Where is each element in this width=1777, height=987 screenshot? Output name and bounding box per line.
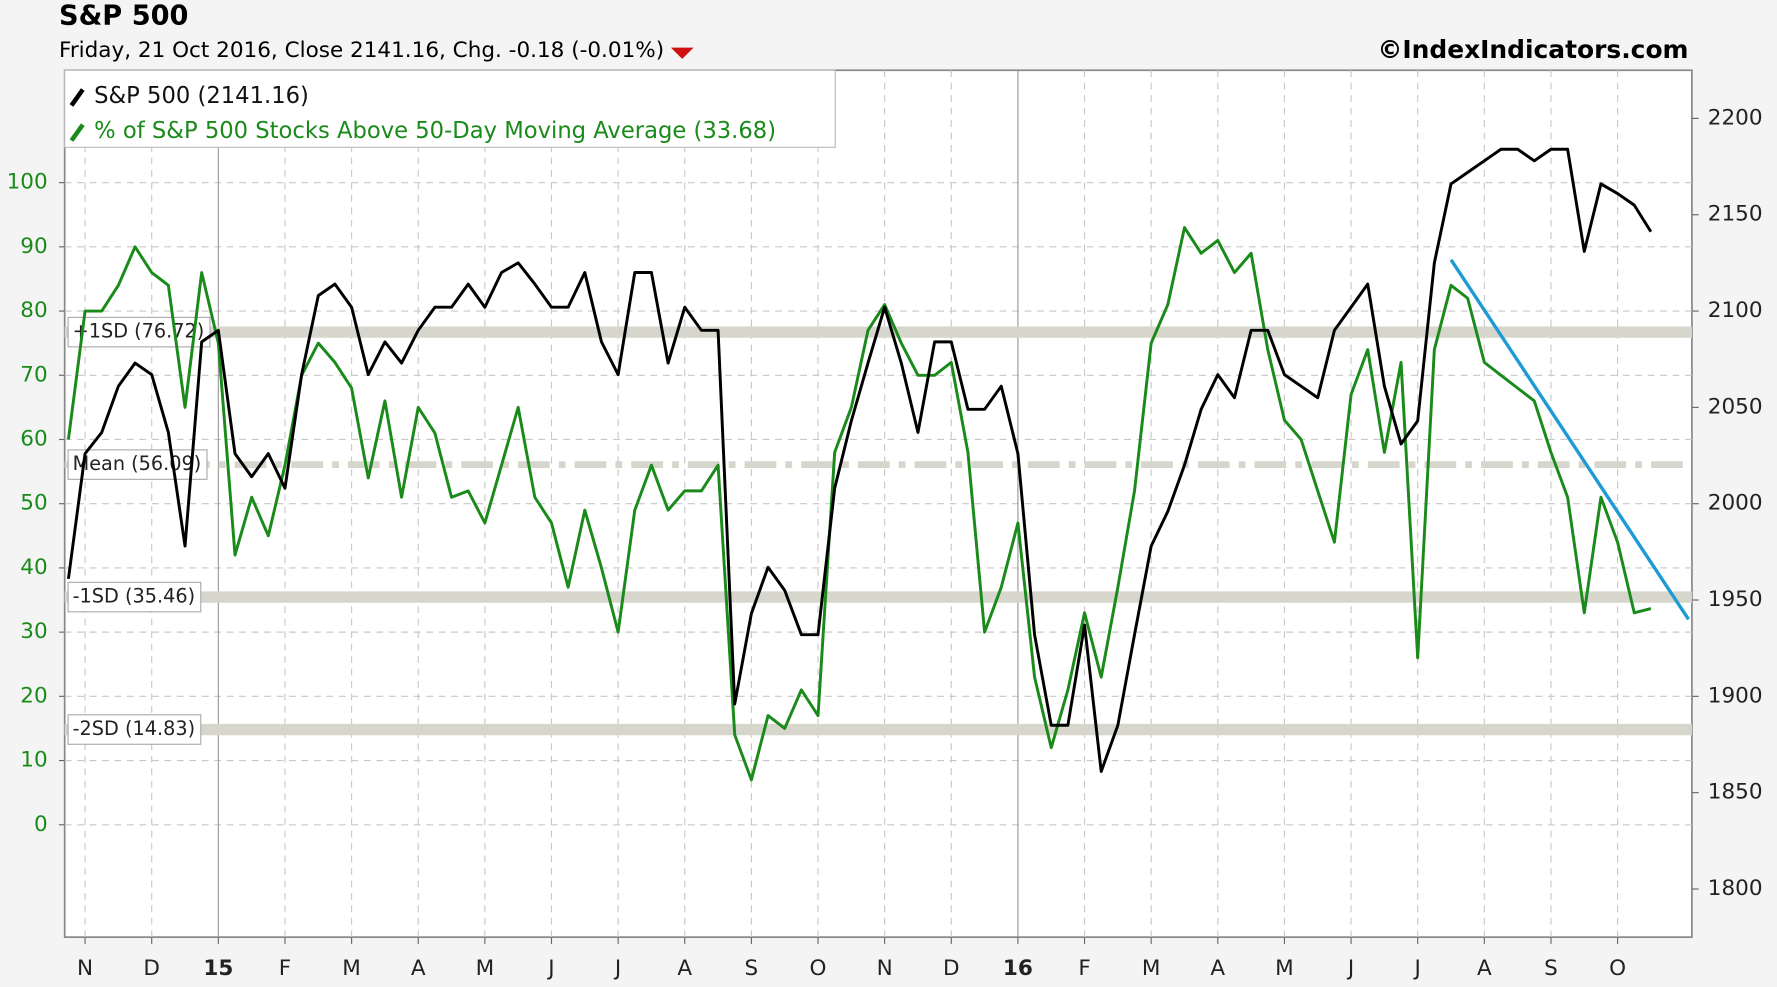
y-tick-label: 60 [20,426,47,451]
y-tick-label: 40 [20,555,47,580]
legend: S&P 500 (2141.16) % of S&P 500 Stocks Abo… [64,69,836,148]
x-tick-label: A [1477,956,1492,981]
chart-subtitle: Friday, 21 Oct 2016, Close 2141.16, Chg.… [59,38,664,63]
band-label-box [67,581,202,613]
x-tick-label: 15 [203,956,233,981]
x-tick-label: F [1078,956,1090,981]
y2-tick-label: 1800 [1708,876,1763,901]
x-tick-label: S [1544,956,1558,981]
x-tick-label: M [476,956,495,981]
y-tick-label: 0 [34,812,48,837]
change-indicator [670,47,694,59]
lines [66,147,1690,782]
x-tick-label: A [1210,956,1225,981]
grid [64,70,1692,938]
x-tick-label: N [877,956,893,981]
band-label-box [67,316,211,348]
band-label: -2SD (14.83) [73,717,195,740]
series-line [66,226,1652,782]
x-tick-label: A [677,956,692,981]
trend-line [1449,258,1690,621]
x-tick-label: M [1142,956,1161,981]
band-label-box [67,714,202,745]
legend-swatch [69,123,85,142]
band-label: -1SD (35.46) [73,585,195,608]
x-tick-label: F [279,956,291,981]
y-tick-label: 30 [20,619,47,644]
x-tick-label: O [810,956,827,981]
x-tick-label: M [1275,956,1294,981]
x-tick-label: J [546,956,554,981]
y-tick-label: 20 [20,683,47,708]
x-tick-label: D [143,956,160,981]
y2-tick-label: 2100 [1708,298,1763,323]
y-tick-label: 10 [20,748,47,773]
x-tick-label: N [77,956,93,981]
x-tick-label: M [342,956,361,981]
x-tick-label: J [613,956,621,981]
x-tick-label: J [1413,956,1421,981]
legend-box [64,69,836,148]
y-tick-label: 100 [7,170,48,195]
legend-label: S&P 500 (2141.16) [94,83,309,109]
y-tick-label: 70 [20,362,47,387]
legend-swatch [69,88,85,107]
y2-tick-label: 2050 [1708,394,1763,419]
band-label-box [67,449,208,480]
x-tick-label: J [1346,956,1354,981]
y-tick-label: 50 [20,491,47,516]
y2-tick-label: 2200 [1708,105,1763,130]
y2-tick-label: 1900 [1708,683,1763,708]
x-tick-label: D [943,956,960,981]
y-tick-label: 90 [20,234,47,259]
y2-tick-label: 2150 [1708,202,1763,227]
y2-tick-label: 2000 [1708,491,1763,516]
x-tick-label: S [745,956,759,981]
legend-label: % of S&P 500 Stocks Above 50-Day Moving … [94,118,776,144]
y2-tick-label: 1950 [1708,587,1763,612]
x-tick-label: A [411,956,426,981]
band-label: Mean (56.09) [73,452,202,475]
chart-title: S&P 500 [59,0,188,31]
x-tick-label: O [1609,956,1626,981]
y2-tick-label: 1850 [1708,780,1763,805]
axes: 0 10 20 30 40 50 60 70 80 90 100 1800 1850 1900 1950 20… [7,105,1763,980]
band-label: +1SD (76.72) [73,320,205,343]
credit: ©IndexIndicators.com [1377,35,1688,64]
x-tick-label: 16 [1003,956,1033,981]
y-tick-label: 80 [20,298,47,323]
series-line [66,147,1653,773]
